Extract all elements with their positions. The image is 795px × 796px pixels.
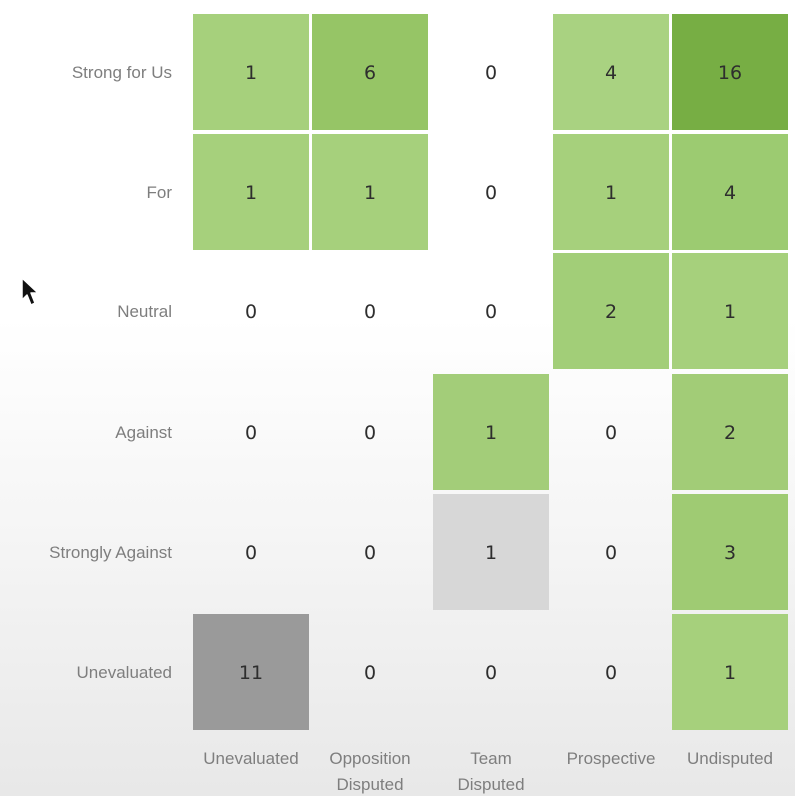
cell-value-label: 0 <box>605 422 617 444</box>
row-label: Unevaluated <box>77 663 172 682</box>
heatmap-cell <box>672 134 788 250</box>
cell-value-label: 0 <box>605 662 617 684</box>
cell-value-label: 1 <box>724 301 736 323</box>
column-label: Disputed <box>336 775 403 794</box>
cell-value-label: 0 <box>364 542 376 564</box>
row-label: Strong for Us <box>72 63 172 82</box>
cell-value-label: 0 <box>245 301 257 323</box>
heatmap-cell <box>193 134 309 250</box>
heatmap-cell <box>672 614 788 730</box>
column-label: Unevaluated <box>203 749 298 768</box>
cell-value-label: 0 <box>364 301 376 323</box>
heatmap-cell <box>312 14 428 130</box>
heatmap-cell <box>433 374 549 490</box>
heatmap-cell <box>553 134 669 250</box>
heatmap-cell <box>672 253 788 369</box>
column-label: Disputed <box>457 775 524 794</box>
row-label: Against <box>115 423 172 442</box>
column-label: Prospective <box>567 749 656 768</box>
cell-value-label: 1 <box>364 182 376 204</box>
cell-value-label: 0 <box>364 662 376 684</box>
cell-value-label: 1 <box>485 422 497 444</box>
cell-value-label: 0 <box>485 182 497 204</box>
cell-value-label: 4 <box>724 182 736 204</box>
column-label: Undisputed <box>687 749 773 768</box>
cell-value-label: 2 <box>724 422 736 444</box>
heatmap-cell <box>672 14 788 130</box>
column-label: Opposition <box>329 749 410 768</box>
cell-value-label: 0 <box>364 422 376 444</box>
cell-value-label: 0 <box>485 62 497 84</box>
cell-value-label: 16 <box>718 62 742 84</box>
row-label: Strongly Against <box>49 543 172 562</box>
heatmap-cell <box>553 14 669 130</box>
heatmap-cell <box>672 374 788 490</box>
cell-value-label: 3 <box>724 542 736 564</box>
cell-value-label: 11 <box>239 662 263 684</box>
heatmap-cell <box>193 614 309 730</box>
cell-value-label: 0 <box>245 542 257 564</box>
cell-value-label: 1 <box>485 542 497 564</box>
column-label: Team <box>470 749 512 768</box>
heatmap-cell <box>312 134 428 250</box>
heatmap-cell <box>193 14 309 130</box>
row-label: Neutral <box>117 302 172 321</box>
cell-value-label: 1 <box>605 182 617 204</box>
cell-value-label: 1 <box>245 62 257 84</box>
heatmap-cell <box>553 253 669 369</box>
heatmap-cell <box>672 494 788 610</box>
cell-value-label: 1 <box>724 662 736 684</box>
cell-value-label: 0 <box>605 542 617 564</box>
cell-value-label: 0 <box>245 422 257 444</box>
row-label: For <box>147 183 173 202</box>
cell-value-label: 2 <box>605 301 617 323</box>
cell-value-label: 0 <box>485 301 497 323</box>
cell-value-label: 6 <box>364 62 376 84</box>
mouse-pointer-icon <box>21 277 39 306</box>
cell-value-label: 1 <box>245 182 257 204</box>
cell-value-label: 4 <box>605 62 617 84</box>
cell-value-label: 0 <box>485 662 497 684</box>
heatmap-cell <box>433 494 549 610</box>
